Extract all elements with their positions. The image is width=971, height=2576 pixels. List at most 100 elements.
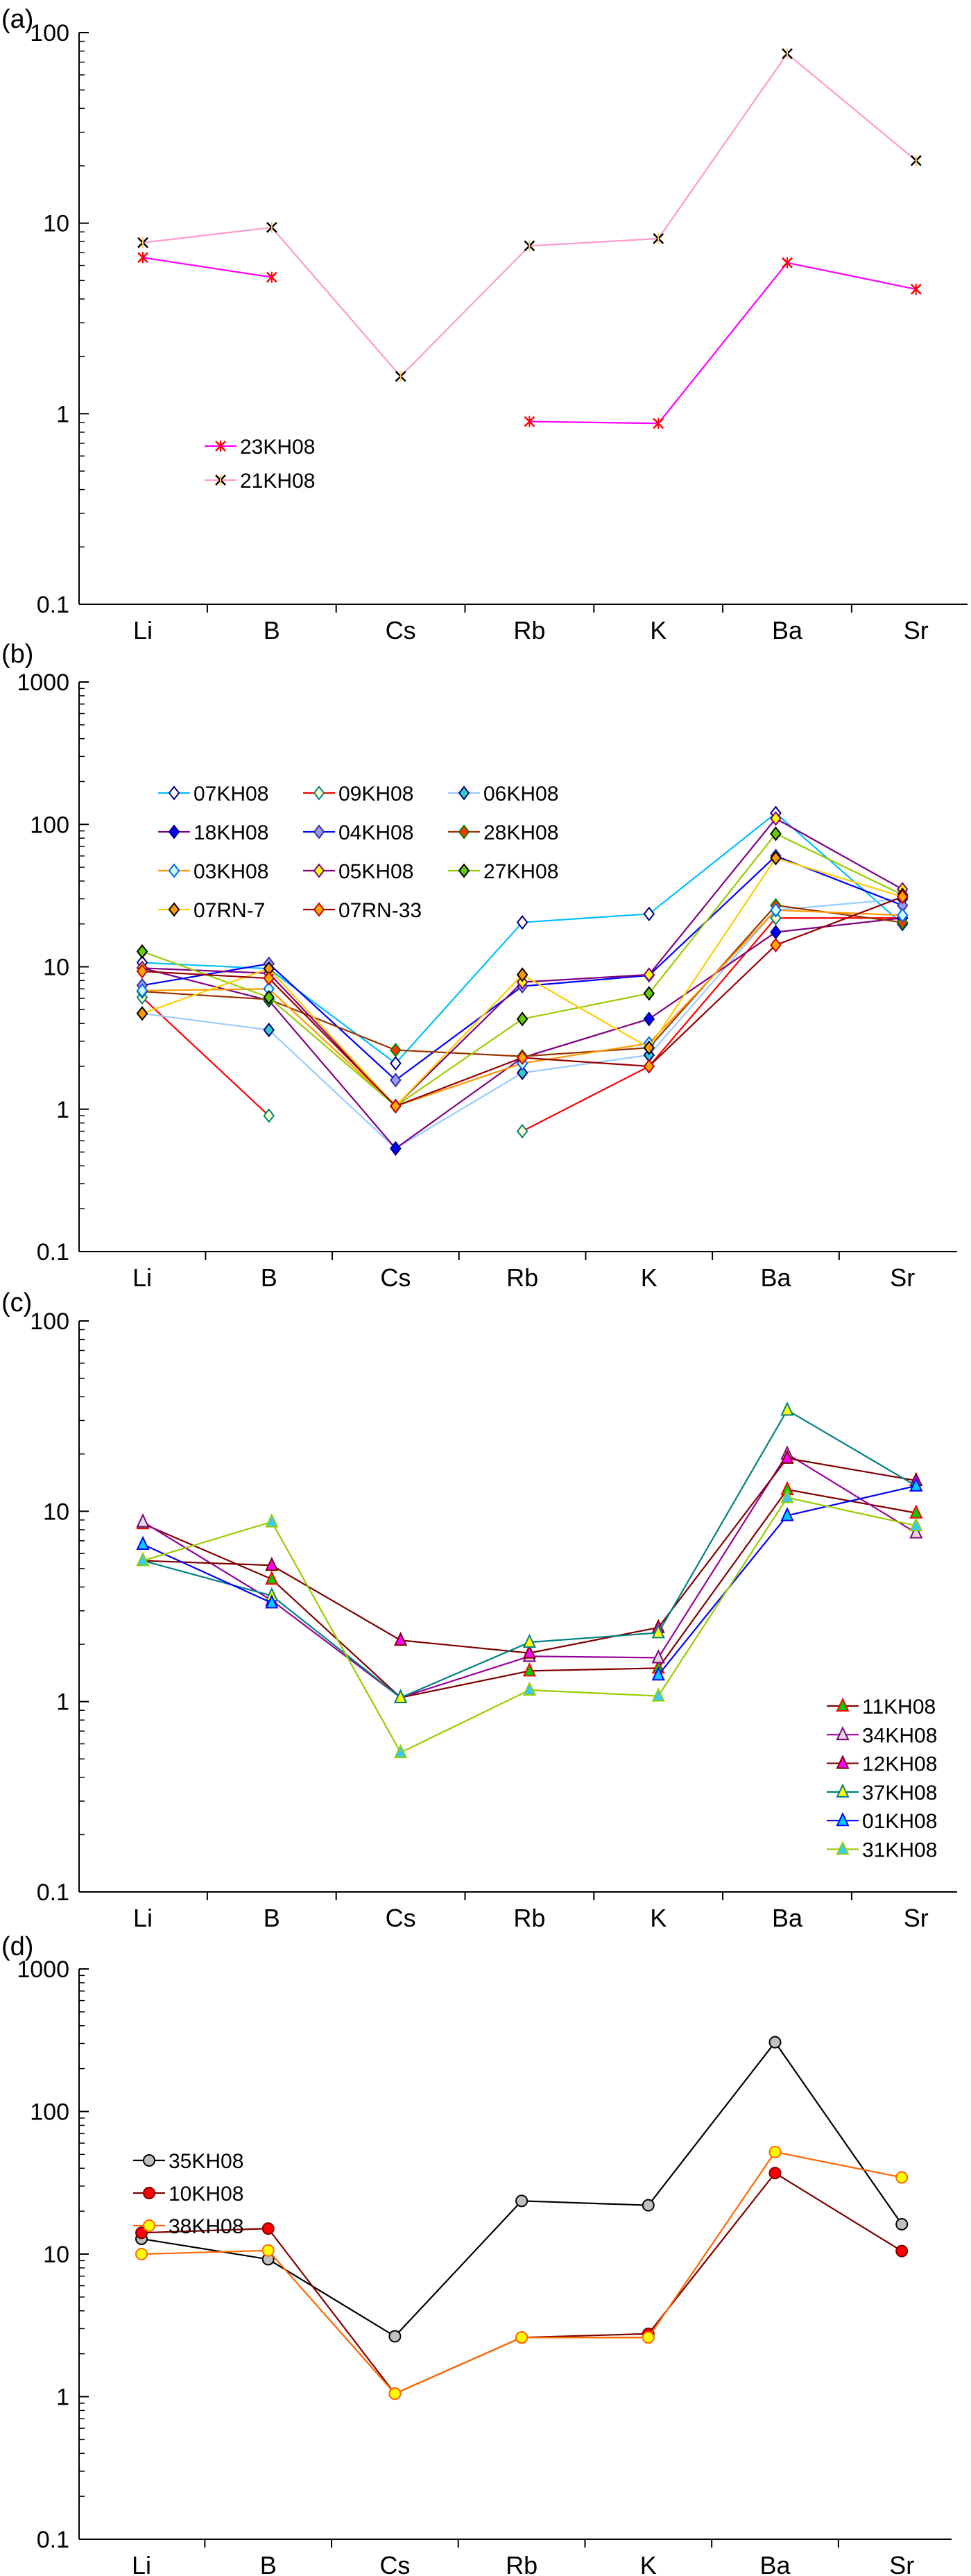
y-tick-label: 100 [30,2099,69,2126]
panel-c: (c) 0.1 1 10 100 Li B Cs Rb K Ba Sr 11KH08 34KH08 12KH… [1,1288,957,1932]
legend-item: 06KH08 [448,783,558,805]
legend-item: 07RN-7 [158,899,265,922]
x-tick-label-k: K [650,616,667,645]
data-point [390,1055,402,1071]
legend-item: 38KH08 [133,2215,243,2238]
legend-label: 38KH08 [169,2215,243,2238]
data-point [909,1477,923,1492]
x-tick-label-ba: Ba [772,616,803,645]
data-point [516,1050,529,1066]
data-point [516,1012,529,1027]
data-point [896,907,909,923]
x-tick-label-ba: Ba [772,1904,803,1932]
y-tick-label: 1 [56,1097,69,1123]
x-tick-label-ba: Ba [759,2551,791,2576]
x-tick-label-b: B [260,2551,277,2576]
legend-item: 01KH08 [827,1810,937,1833]
legend-marker [168,824,180,839]
panel-label: (d) [1,1932,33,1961]
data-point [910,155,922,167]
data-point [136,944,148,959]
legend-marker [458,785,470,801]
data-point [643,967,655,982]
legend-marker [313,785,325,801]
x-tick-label-li: Li [132,2551,151,2576]
x-tick-label-li: Li [133,616,153,645]
data-point [261,2222,275,2235]
legend-label: 05KH08 [338,860,413,883]
data-point [653,232,664,244]
x-tick-label-sr: Sr [890,1263,915,1292]
y-tick-label: 100 [30,20,69,46]
legend-item: 35KH08 [133,2150,243,2173]
series-line [141,2040,903,2337]
legend-marker [143,2154,155,2167]
series-31KH08 [136,1489,923,1759]
data-point [780,1489,794,1503]
x-tick-label-cs: Cs [386,1904,416,1932]
y-tick-label: 100 [30,812,69,838]
panel-b: (b) 0.1 1 10 100 1000 Li B Cs Rb K Ba Sr 07KH08 09KH08… [1,640,957,1292]
series-line [529,262,917,425]
data-point [136,983,148,998]
data-point [768,2145,782,2158]
data-point [522,1644,536,1659]
data-point [782,48,793,60]
y-tick-label: 100 [30,1308,69,1335]
legend-marker [215,475,226,486]
data-point [261,2244,275,2257]
data-point [394,1689,408,1703]
x-tick-label-b: B [264,1904,280,1932]
y-tick-label: 1 [56,401,69,427]
legend-item: 11KH08 [827,1696,936,1718]
legend-label: 04KH08 [338,821,413,844]
legend-item: 05KH08 [303,860,413,883]
data-point [780,1507,794,1521]
legend-label: 27KH08 [483,860,558,883]
data-point [780,1401,794,1416]
x-tick-label-sr: Sr [889,2551,914,2576]
legend-label: 07RN-33 [338,899,422,922]
data-point [516,1123,529,1139]
series-21KH08 [137,48,922,382]
y-tick-label: 1000 [17,669,69,696]
data-point [782,257,793,268]
panel-label: (b) [1,640,33,669]
legend-item: 07KH08 [158,783,268,805]
data-point [909,1517,923,1532]
data-point [653,418,664,429]
data-point [266,221,277,233]
series-line [142,1457,916,1654]
series-38KH08 [135,2145,909,2400]
legend-item: 23KH08 [205,436,315,459]
x-tick-label-rb: Rb [506,1263,538,1292]
series-07RN-33 [136,889,909,1114]
data-point [643,1040,655,1055]
y-tick-label: 10 [43,955,69,981]
series-line [141,996,270,1116]
data-point [266,271,277,283]
legend-marker [143,2187,155,2199]
data-point [896,889,909,905]
data-point [516,914,529,930]
legend-marker [168,863,180,878]
legend-label: 06KH08 [483,783,558,805]
data-point [136,1552,150,1567]
y-tick-label: 0.1 [37,592,69,618]
data-point [770,851,782,866]
data-point [516,1065,529,1080]
data-point [390,1073,402,1088]
legend-marker [215,441,226,452]
x-tick-label-rb: Rb [506,2551,538,2576]
legend-label: 31KH08 [862,1839,937,1862]
legend-label: 07RN-7 [194,899,265,922]
series-23KH08 [137,252,922,429]
y-tick-label: 0.1 [37,1879,69,1906]
data-point [265,1513,279,1528]
data-point [515,2194,529,2208]
y-tick-label: 10 [43,1499,69,1525]
data-point [388,2330,402,2343]
data-point [524,240,535,252]
data-point [768,2036,782,2049]
